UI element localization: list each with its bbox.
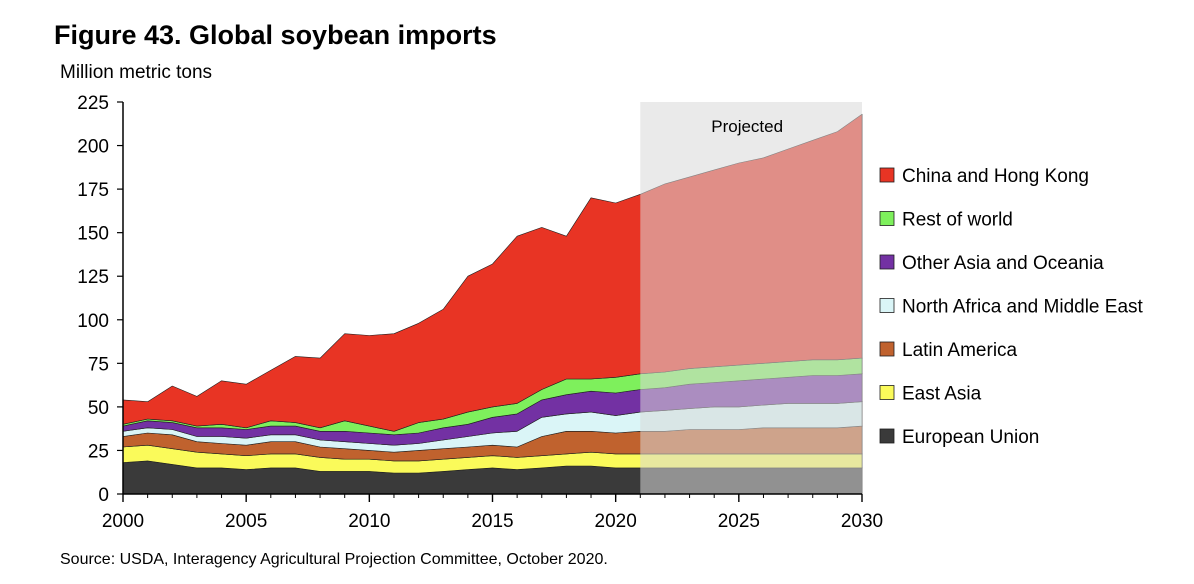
x-tick-label: 2015	[471, 511, 513, 532]
source-note: Source: USDA, Interagency Agricultural P…	[60, 551, 608, 568]
legend-swatch-china-and-hong-kong	[879, 167, 895, 183]
y-tick-label: 125	[77, 267, 109, 288]
y-tick-label: 25	[88, 441, 109, 462]
x-tick-label: 2025	[718, 511, 760, 532]
legend-label-north-africa-and-middle-east: North Africa and Middle East	[902, 297, 1144, 318]
legend-label-east-asia: East Asia	[902, 384, 982, 405]
y-tick-label: 75	[88, 354, 109, 375]
axes-group: 0 25 50 75 100 125 150 175 200 225 2000 2005 2010 201…	[77, 93, 883, 532]
legend-label-rest-of-world: Rest of world	[902, 210, 1013, 231]
y-tick-label: 50	[88, 398, 109, 419]
x-tick-label: 2005	[225, 511, 267, 532]
x-tick-label: 2020	[595, 511, 637, 532]
y-tick-label: 0	[98, 485, 109, 506]
legend-label-latin-america: Latin America	[902, 340, 1018, 361]
legend-label-china-and-hong-kong: China and Hong Kong	[902, 166, 1089, 187]
projection-shade	[640, 102, 862, 494]
legend-swatch-other-asia-and-oceania	[879, 254, 895, 270]
y-tick-label: 100	[77, 311, 109, 332]
legend-swatch-east-asia	[879, 385, 895, 400]
legend-label-european-union: European Union	[902, 427, 1039, 448]
x-tick-label: 2000	[102, 511, 144, 532]
legend: China and Hong Kong Rest of world Other As…	[879, 166, 1144, 448]
legend-swatch-latin-america	[879, 341, 895, 357]
y-tick-label: 150	[77, 224, 109, 245]
y-tick-label: 225	[77, 93, 109, 114]
chart-title: Figure 43. Global soybean imports	[54, 20, 497, 50]
legend-swatch-european-union	[879, 428, 895, 444]
projection-overlay-group: Projected	[640, 102, 862, 494]
y-tick-label: 200	[77, 137, 109, 158]
legend-swatch-north-africa-and-middle-east	[879, 298, 895, 313]
legend-swatch-rest-of-world	[879, 211, 895, 226]
x-tick-label: 2010	[348, 511, 390, 532]
y-tick-label: 175	[77, 180, 109, 201]
projected-label: Projected	[711, 117, 783, 136]
x-tick-label: 2030	[841, 511, 883, 532]
y-axis-unit-label: Million metric tons	[60, 62, 213, 83]
legend-label-other-asia-and-oceania: Other Asia and Oceania	[902, 253, 1104, 274]
